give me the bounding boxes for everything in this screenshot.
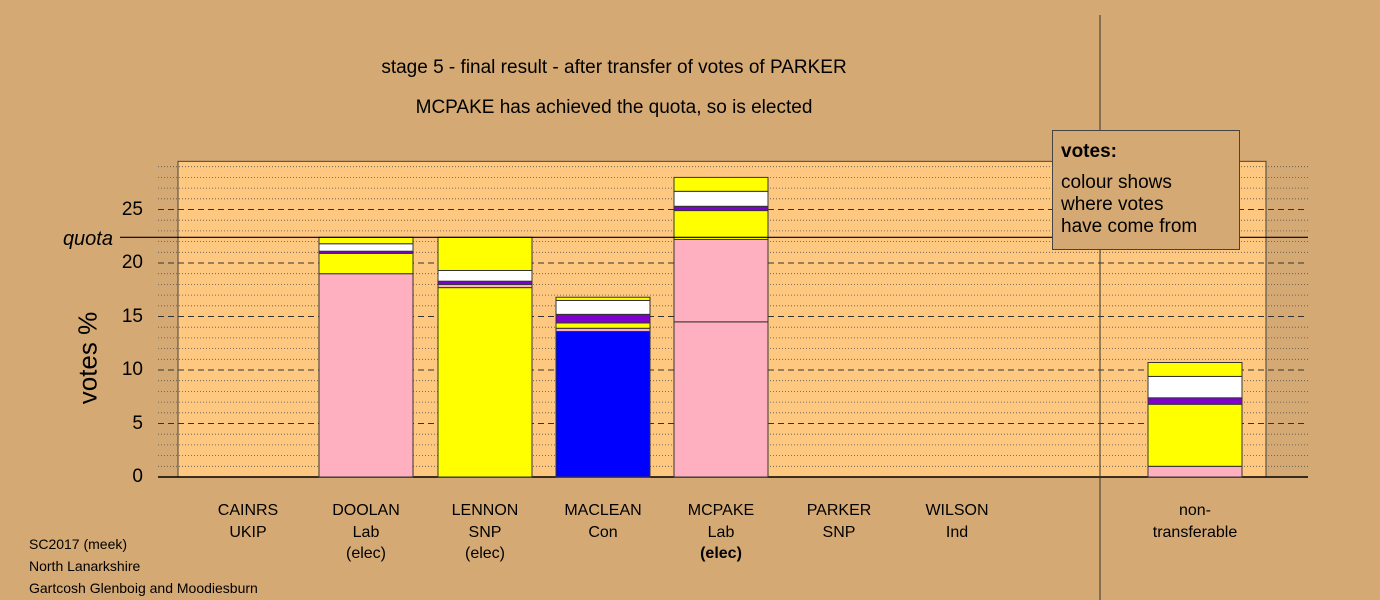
bar-doolan-segment-snp xyxy=(318,236,414,245)
bar-mcpake-segment-lab xyxy=(673,238,769,323)
bar-lennon-segment-ind xyxy=(437,269,533,282)
candidate-party: SNP xyxy=(468,523,502,541)
bar-maclean-segment-ind xyxy=(555,299,651,315)
candidate-party: Ind xyxy=(945,523,969,541)
y-tick-label: 5 xyxy=(132,412,143,434)
bar-non-transferable-segment-snp xyxy=(1147,403,1243,467)
bar-maclean-segment-snp xyxy=(555,296,651,301)
candidate-name: CAINRS xyxy=(217,502,279,519)
candidate-party: SNP xyxy=(822,523,856,541)
y-tick-label: 15 xyxy=(121,305,143,327)
chart-title: stage 5 - final result - after transfer … xyxy=(381,57,847,78)
candidate-name: PARKER xyxy=(806,502,872,519)
y-tick-label: 10 xyxy=(121,359,143,380)
bar-maclean-segment-con xyxy=(555,330,651,478)
candidate-name: MACLEAN xyxy=(564,502,642,519)
bar-non-transferable-segment-ukip xyxy=(1147,397,1243,405)
bar-mcpake-segment-snp xyxy=(673,176,769,192)
footer-ward: Gartcosh Glenboig and Moodiesburn xyxy=(29,580,258,596)
legend-text: colour shows where votes have come from xyxy=(1061,172,1198,237)
footer-election: SC2017 (meek) xyxy=(29,536,128,552)
non-transferable-label: non- transferable xyxy=(1152,502,1238,541)
y-axis-label: votes % xyxy=(72,311,103,405)
candidate-label-doolan: DOOLAN Lab (elec) xyxy=(306,500,426,565)
candidate-label-mcpake: MCPAKE Lab (elec) xyxy=(661,500,781,565)
chart-subtitle: MCPAKE has achieved the quota, so is ele… xyxy=(415,97,813,118)
bar-mcpake-segment-lab xyxy=(673,321,769,478)
bar-doolan-segment-ind xyxy=(318,243,414,252)
legend-heading: votes: xyxy=(1061,141,1117,162)
candidate-name: MCPAKE xyxy=(687,502,755,519)
candidate-label-lennon: LENNON SNP (elec) xyxy=(425,500,545,565)
candidate-party: Lab xyxy=(707,523,735,541)
candidate-party: UKIP xyxy=(229,523,267,541)
bar-lennon-segment-snp xyxy=(437,287,533,478)
candidate-label-wilson: WILSON Ind xyxy=(897,500,1017,543)
y-tick-label: 25 xyxy=(121,198,143,220)
bar-non-transferable-segment-ind xyxy=(1147,375,1243,399)
candidate-label-cainrs: CAINRS UKIP xyxy=(188,500,308,543)
y-tick-label: 20 xyxy=(121,252,143,273)
candidate-status: (elec) xyxy=(464,545,505,562)
candidate-name: DOOLAN xyxy=(332,502,400,519)
bar-doolan-segment-snp xyxy=(318,252,414,275)
bar-lennon-segment-snp xyxy=(437,236,533,271)
candidate-status: (elec) xyxy=(345,545,386,562)
footer-council: North Lanarkshire xyxy=(29,558,141,574)
bar-mcpake-segment-ukip xyxy=(673,205,769,212)
quota-label: quota xyxy=(62,228,113,250)
candidate-party: Con xyxy=(588,523,618,541)
bar-mcpake-segment-ind xyxy=(673,190,769,207)
y-tick-label: 0 xyxy=(132,466,143,487)
bar-doolan-segment-lab xyxy=(318,273,414,478)
candidate-party: Lab xyxy=(352,523,380,541)
bar-mcpake-segment-snp xyxy=(673,210,769,240)
bar-non-transferable-segment-lab xyxy=(1147,465,1243,478)
candidate-status: (elec) xyxy=(700,545,742,562)
bar-non-transferable-segment-snp xyxy=(1147,362,1243,377)
bar-maclean-segment-snp xyxy=(555,322,651,329)
legend: votes: colour shows where votes have com… xyxy=(1052,130,1240,250)
candidate-name: LENNON xyxy=(451,502,519,519)
bar-maclean-segment-ukip xyxy=(555,313,651,324)
candidate-name: WILSON xyxy=(925,502,989,519)
candidate-label-maclean: MACLEAN Con xyxy=(543,500,663,543)
candidate-label-parker: PARKER SNP xyxy=(779,500,899,543)
